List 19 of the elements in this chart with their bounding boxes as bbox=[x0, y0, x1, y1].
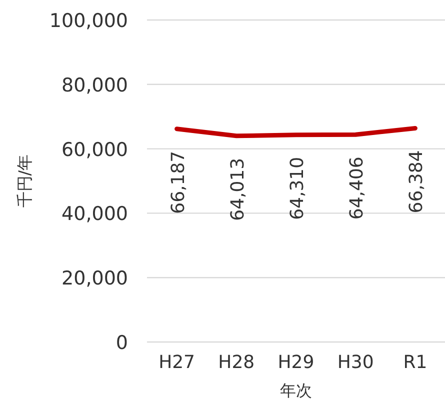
data-label: 66,384 bbox=[406, 150, 428, 214]
y-tick-label: 20,000 bbox=[62, 268, 128, 290]
x-tick-label: H30 bbox=[337, 352, 374, 373]
x-tick-label: H28 bbox=[218, 352, 255, 373]
data-label: 64,013 bbox=[227, 158, 248, 221]
y-axis-title: 千円/年 bbox=[15, 154, 34, 208]
data-label: 64,406 bbox=[346, 156, 368, 220]
x-tick-label: H27 bbox=[158, 352, 196, 373]
y-tick-label: 60,000 bbox=[62, 138, 128, 161]
data-label: 66,187 bbox=[168, 150, 189, 214]
y-tick-label: 80,000 bbox=[62, 74, 128, 96]
data-label: 64,310 bbox=[287, 156, 308, 220]
y-tick-label: 100,000 bbox=[49, 10, 128, 32]
x-tick-label: R1 bbox=[403, 352, 428, 373]
line-series bbox=[174, 126, 418, 138]
x-axis-title: 年次 bbox=[280, 381, 312, 400]
y-tick-label: 0 bbox=[116, 332, 128, 354]
y-tick-label: 40,000 bbox=[62, 203, 128, 226]
x-tick-label: H29 bbox=[278, 352, 314, 373]
